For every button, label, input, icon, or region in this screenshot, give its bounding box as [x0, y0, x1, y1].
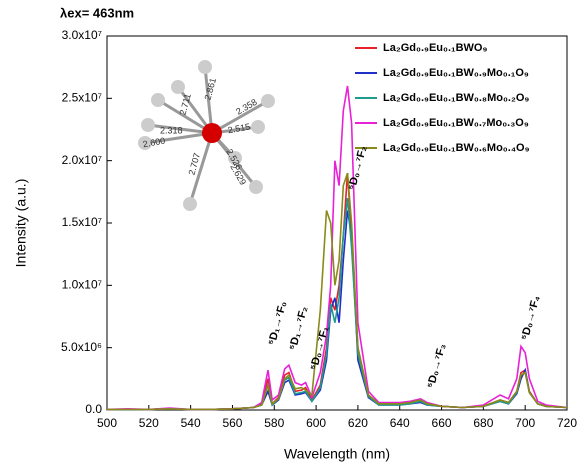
- x-tick-label: 640: [390, 416, 410, 430]
- y-tick-label: 2.5x10⁷: [62, 91, 102, 105]
- legend-label: La₂Gd₀.₉Eu₀.₁BW₀.₆Mo₀.₄O₉: [383, 142, 530, 154]
- legend-label: La₂Gd₀.₉Eu₀.₁BW₀.₇Mo₀.₃O₉: [383, 117, 529, 129]
- y-tick-label: 3.0x10⁷: [62, 28, 102, 42]
- chart: λex= 463nm Wavelength (nm) Intensity (a.…: [0, 0, 585, 466]
- x-tick-label: 500: [97, 416, 117, 430]
- legend-label: La₂Gd₀.₉Eu₀.₁BW₀.₉Mo₀.₁O₉: [383, 67, 529, 79]
- y-tick-label: 2.0x10⁷: [62, 153, 102, 167]
- x-tick-label: 720: [557, 416, 577, 430]
- transition-label: ⁵D₀→⁷F₄: [519, 294, 542, 341]
- series-line: [107, 173, 567, 409]
- chart-title: λex= 463nm: [60, 5, 134, 20]
- bond-length: 2.861: [203, 77, 218, 101]
- transition-label: ⁵D₀→⁷F₃: [425, 343, 448, 390]
- y-tick-label: 1.0x10⁷: [62, 278, 102, 292]
- x-tick-label: 560: [222, 416, 242, 430]
- x-tick-label: 580: [264, 416, 284, 430]
- series-line: [107, 173, 567, 409]
- series-line: [107, 198, 567, 409]
- x-tick-label: 700: [515, 416, 535, 430]
- y-tick-label: 1.5x10⁷: [62, 215, 102, 229]
- bond-length: 2.318: [160, 125, 183, 135]
- x-tick-label: 660: [432, 416, 452, 430]
- y-tick-label: 0.0: [85, 402, 102, 416]
- y-tick-label: 5.0x10⁶: [61, 340, 102, 354]
- x-tick-label: 520: [139, 416, 159, 430]
- transition-label: ⁵D₁→⁷F₂: [287, 305, 310, 351]
- transition-label: ⁵D₀→⁷F₂: [346, 145, 369, 192]
- x-tick-label: 620: [348, 416, 368, 430]
- legend-label: La₂Gd₀.₉Eu₀.₁BW₀.₈Mo₀.₂O₉: [383, 92, 529, 104]
- x-axis-label: Wavelength (nm): [284, 446, 390, 462]
- y-axis-label: Intensity (a.u.): [13, 179, 29, 268]
- x-tick-label: 540: [181, 416, 201, 430]
- x-tick-label: 600: [306, 416, 326, 430]
- transition-label: ⁵D₁→⁷F₀: [266, 300, 289, 346]
- x-tick-label: 680: [473, 416, 493, 430]
- legend-label: La₂Gd₀.₉Eu₀.₁BWO₉: [383, 42, 487, 54]
